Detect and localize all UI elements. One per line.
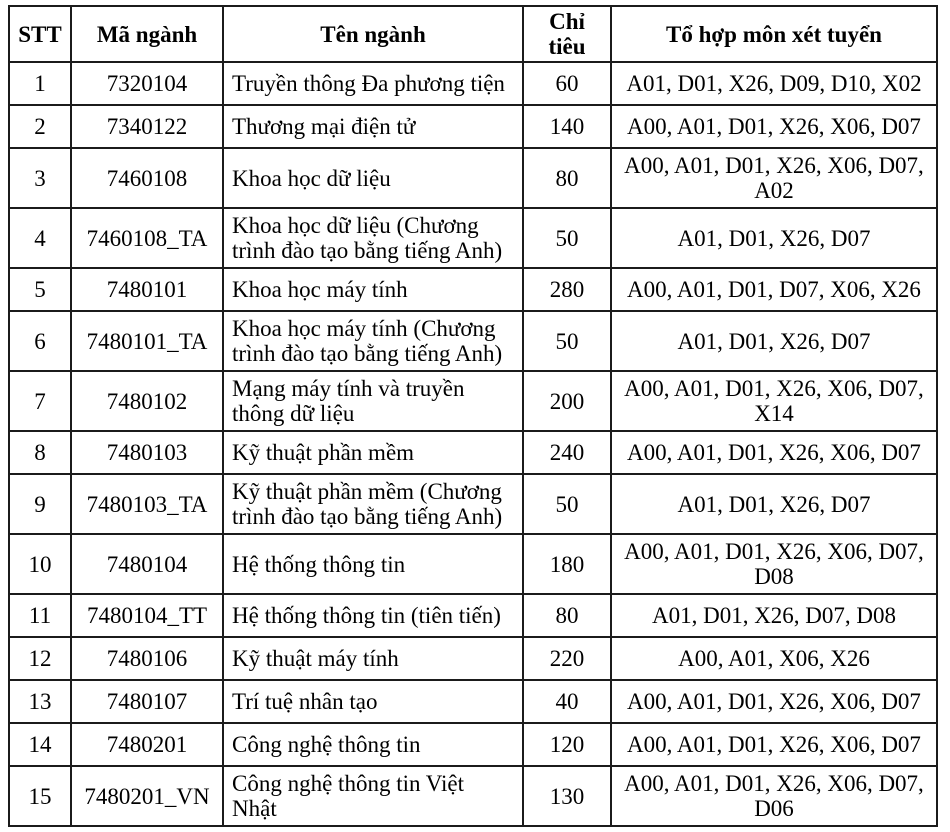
cell-quota: 280 (522, 267, 612, 312)
cell-combos: A01, D01, X26, D07 (610, 207, 938, 269)
cell-stt: 1 (8, 61, 72, 106)
cell-stt: 14 (8, 722, 72, 767)
header-code: Mã ngành (70, 5, 224, 63)
cell-quota: 140 (522, 104, 612, 149)
cell-name: Hệ thống thông tin (222, 533, 524, 595)
cell-combos: A00, A01, D01, X26, X06, D07 (610, 104, 938, 149)
header-stt: STT (8, 5, 72, 63)
cell-name: Kỹ thuật máy tính (222, 636, 524, 681)
header-name: Tên ngành (222, 5, 524, 63)
cell-quota: 220 (522, 636, 612, 681)
cell-name: Mạng máy tính và truyền thông dữ liệu (222, 370, 524, 432)
cell-stt: 2 (8, 104, 72, 149)
cell-quota: 50 (522, 310, 612, 372)
table-row: 5 7480101 Khoa học máy tính 280 A00, A01… (8, 267, 938, 312)
cell-combos: A00, A01, D01, X26, X06, D07, D06 (610, 765, 938, 827)
cell-combos: A00, A01, D01, X26, X06, D07, A02 (610, 147, 938, 209)
cell-code: 7460108_TA (70, 207, 224, 269)
cell-name: Kỹ thuật phần mềm (222, 430, 524, 475)
cell-code: 7480201_VN (70, 765, 224, 827)
cell-name: Thương mại điện tử (222, 104, 524, 149)
cell-stt: 13 (8, 679, 72, 724)
cell-quota: 60 (522, 61, 612, 106)
cell-combos: A00, A01, D01, X26, X06, D07 (610, 430, 938, 475)
header-row: STT Mã ngành Tên ngành Chỉ tiêu Tổ hợp m… (8, 5, 938, 63)
header-combos: Tổ hợp môn xét tuyển (610, 5, 938, 63)
cell-combos: A01, D01, X26, D07 (610, 473, 938, 535)
cell-stt: 3 (8, 147, 72, 209)
cell-name: Khoa học máy tính (222, 267, 524, 312)
cell-code: 7320104 (70, 61, 224, 106)
cell-code: 7480104 (70, 533, 224, 595)
cell-stt: 11 (8, 593, 72, 638)
cell-stt: 9 (8, 473, 72, 535)
cell-quota: 240 (522, 430, 612, 475)
table-row: 9 7480103_TA Kỹ thuật phần mềm (Chương t… (8, 473, 938, 535)
cell-quota: 50 (522, 207, 612, 269)
cell-quota: 130 (522, 765, 612, 827)
cell-quota: 200 (522, 370, 612, 432)
cell-code: 7480107 (70, 679, 224, 724)
cell-quota: 50 (522, 473, 612, 535)
cell-combos: A00, A01, D01, D07, X06, X26 (610, 267, 938, 312)
cell-quota: 40 (522, 679, 612, 724)
cell-stt: 8 (8, 430, 72, 475)
cell-combos: A01, D01, X26, D07, D08 (610, 593, 938, 638)
table-row: 6 7480101_TA Khoa học máy tính (Chương t… (8, 310, 938, 372)
cell-name: Công nghệ thông tin Việt Nhật (222, 765, 524, 827)
cell-code: 7340122 (70, 104, 224, 149)
cell-code: 7460108 (70, 147, 224, 209)
table-row: 13 7480107 Trí tuệ nhân tạo 40 A00, A01,… (8, 679, 938, 724)
cell-stt: 6 (8, 310, 72, 372)
table-row: 3 7460108 Khoa học dữ liệu 80 A00, A01, … (8, 147, 938, 209)
table-row: 11 7480104_TT Hệ thống thông tin (tiên t… (8, 593, 938, 638)
cell-code: 7480103_TA (70, 473, 224, 535)
table-row: 4 7460108_TA Khoa học dữ liệu (Chương tr… (8, 207, 938, 269)
cell-quota: 120 (522, 722, 612, 767)
table-row: 15 7480201_VN Công nghệ thông tin Việt N… (8, 765, 938, 827)
cell-code: 7480102 (70, 370, 224, 432)
cell-stt: 10 (8, 533, 72, 595)
cell-combos: A00, A01, D01, X26, X06, D07, D08 (610, 533, 938, 595)
cell-stt: 7 (8, 370, 72, 432)
admission-quota-table-container: STT Mã ngành Tên ngành Chỉ tiêu Tổ hợp m… (8, 5, 938, 827)
cell-code: 7480101 (70, 267, 224, 312)
cell-name: Kỹ thuật phần mềm (Chương trình đào tạo … (222, 473, 524, 535)
cell-stt: 12 (8, 636, 72, 681)
cell-stt: 5 (8, 267, 72, 312)
cell-code: 7480101_TA (70, 310, 224, 372)
cell-code: 7480201 (70, 722, 224, 767)
cell-combos: A01, D01, X26, D07 (610, 310, 938, 372)
table-row: 1 7320104 Truyền thông Đa phương tiện 60… (8, 61, 938, 106)
cell-name: Khoa học máy tính (Chương trình đào tạo … (222, 310, 524, 372)
cell-combos: A01, D01, X26, D09, D10, X02 (610, 61, 938, 106)
cell-stt: 4 (8, 207, 72, 269)
admission-quota-table: STT Mã ngành Tên ngành Chỉ tiêu Tổ hợp m… (8, 5, 938, 827)
cell-combos: A00, A01, D01, X26, X06, D07 (610, 679, 938, 724)
header-quota: Chỉ tiêu (522, 5, 612, 63)
table-row: 14 7480201 Công nghệ thông tin 120 A00, … (8, 722, 938, 767)
cell-combos: A00, A01, D01, X26, X06, D07 (610, 722, 938, 767)
table-row: 10 7480104 Hệ thống thông tin 180 A00, A… (8, 533, 938, 595)
cell-name: Khoa học dữ liệu (Chương trình đào tạo b… (222, 207, 524, 269)
cell-name: Khoa học dữ liệu (222, 147, 524, 209)
cell-combos: A00, A01, X06, X26 (610, 636, 938, 681)
table-row: 7 7480102 Mạng máy tính và truyền thông … (8, 370, 938, 432)
cell-code: 7480103 (70, 430, 224, 475)
cell-code: 7480106 (70, 636, 224, 681)
cell-quota: 180 (522, 533, 612, 595)
cell-combos: A00, A01, D01, X26, X06, D07, X14 (610, 370, 938, 432)
cell-name: Trí tuệ nhân tạo (222, 679, 524, 724)
cell-quota: 80 (522, 147, 612, 209)
cell-name: Hệ thống thông tin (tiên tiến) (222, 593, 524, 638)
cell-code: 7480104_TT (70, 593, 224, 638)
cell-stt: 15 (8, 765, 72, 827)
cell-name: Công nghệ thông tin (222, 722, 524, 767)
table-row: 8 7480103 Kỹ thuật phần mềm 240 A00, A01… (8, 430, 938, 475)
table-row: 12 7480106 Kỹ thuật máy tính 220 A00, A0… (8, 636, 938, 681)
cell-name: Truyền thông Đa phương tiện (222, 61, 524, 106)
table-row: 2 7340122 Thương mại điện tử 140 A00, A0… (8, 104, 938, 149)
cell-quota: 80 (522, 593, 612, 638)
